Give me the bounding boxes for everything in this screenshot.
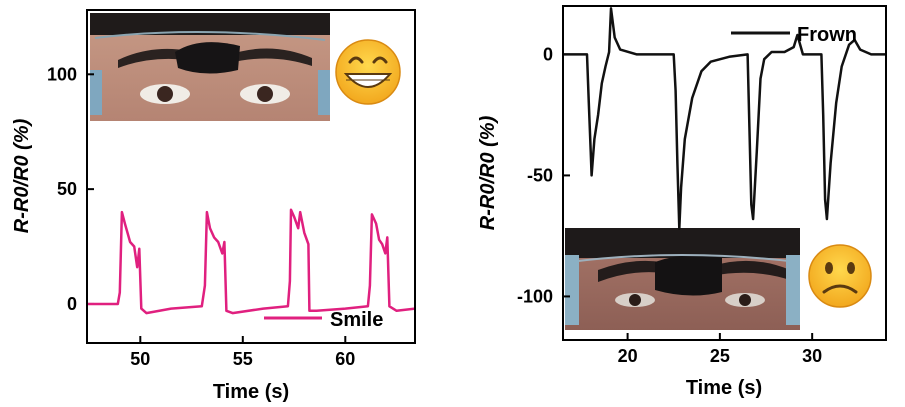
smile-x-tick-label: 55 [233, 349, 253, 369]
smile-x-tick-label: 50 [130, 349, 150, 369]
smile-legend-label: Smile [330, 309, 383, 331]
smile-line [87, 208, 416, 315]
frown-x-tick-label: 20 [618, 346, 638, 366]
frown-y-tick-label: 0 [543, 44, 553, 64]
frown-x-tick-label: 30 [802, 346, 822, 366]
frown-legend-label: Frown [797, 24, 857, 46]
frown-photo [565, 228, 800, 330]
frown-axis-ticks: 20 25 30 0 -50 -100 [517, 44, 822, 366]
frown-x-tick-label: 25 [710, 346, 730, 366]
frown-y-tick-label: -50 [527, 165, 553, 185]
frown-x-axis-label: Time (s) [686, 377, 762, 399]
smile-x-axis-label: Time (s) [213, 381, 289, 403]
smile-plot-frame [86, 9, 416, 344]
grinning-emoji-icon [335, 39, 401, 105]
smile-y-tick-label: 100 [47, 64, 77, 84]
smile-photo [90, 13, 330, 121]
smile-y-tick-label: 50 [57, 179, 77, 199]
frown-chart: 20 25 30 0 -50 -100 R-R0/R0 (%) Time (s) Frow… [477, 5, 887, 399]
smile-series [87, 208, 416, 315]
frown-series [563, 7, 886, 230]
smile-y-tick-label: 0 [67, 294, 77, 314]
frown-y-axis-label: R-R0/R0 (%) [477, 115, 499, 230]
smile-axis-ticks: 50 55 60 0 50 100 [47, 64, 355, 369]
frown-line [563, 7, 886, 230]
smile-y-axis-label: R-R0/R0 (%) [11, 118, 33, 233]
smile-chart: 50 55 60 0 50 100 R-R0/R0 (%) Time (s) Smile [11, 9, 416, 403]
frown-plot-frame [562, 5, 887, 341]
frowning-emoji-icon [808, 244, 872, 308]
frown-y-tick-label: -100 [517, 286, 553, 306]
smile-x-tick-label: 60 [335, 349, 355, 369]
